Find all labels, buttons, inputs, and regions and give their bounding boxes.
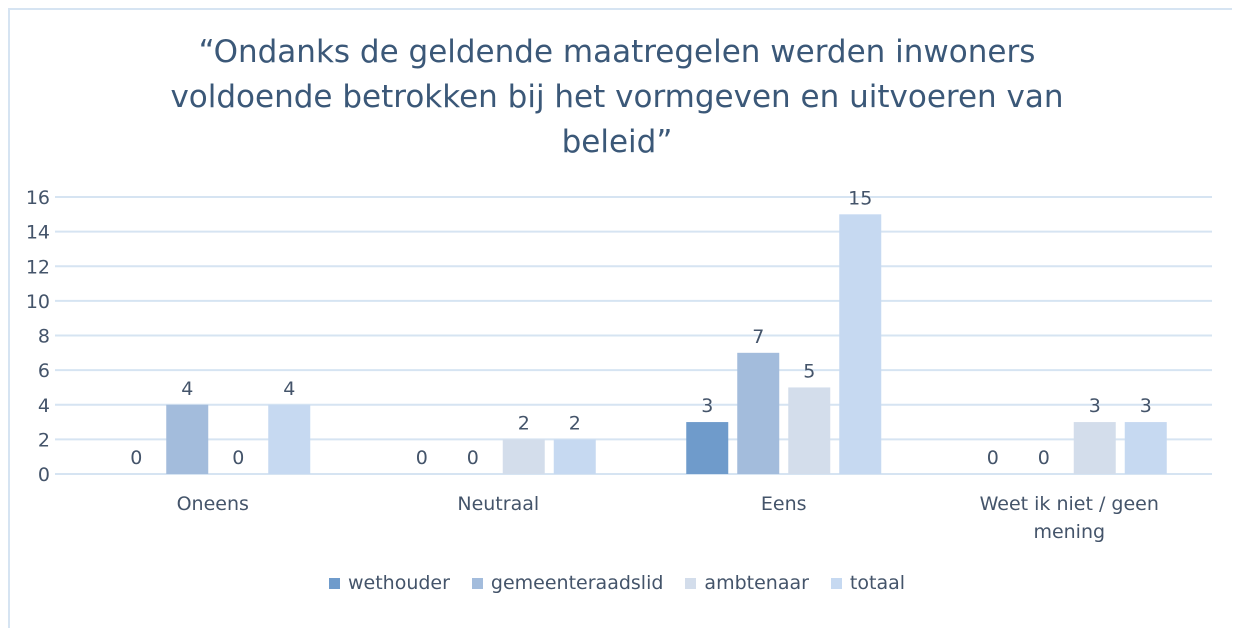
data-label: 4 bbox=[181, 378, 193, 400]
data-label: 0 bbox=[987, 447, 999, 469]
legend-item: ambtenaar bbox=[685, 572, 809, 594]
y-tick-label: 0 bbox=[38, 464, 50, 486]
chart-frame bbox=[8, 8, 1232, 628]
legend-swatch bbox=[685, 577, 697, 589]
data-label: 3 bbox=[1140, 395, 1152, 417]
data-label: 0 bbox=[232, 447, 244, 469]
y-tick-label: 14 bbox=[26, 222, 50, 244]
bar bbox=[268, 404, 311, 474]
data-label: 4 bbox=[283, 378, 295, 400]
bar bbox=[839, 214, 882, 474]
bar bbox=[166, 404, 209, 474]
y-tick-label: 6 bbox=[38, 360, 50, 382]
legend-item: gemeenteraadslid bbox=[471, 572, 664, 594]
legend: wethouder gemeenteraadslid ambtenaar totaal bbox=[0, 572, 1234, 594]
data-label: 5 bbox=[803, 360, 815, 382]
legend-label: totaal bbox=[849, 572, 906, 594]
legend-swatch bbox=[328, 577, 340, 589]
chart-title: “Ondanks de geldende maatregelen werden … bbox=[170, 34, 1064, 160]
legend-item: wethouder bbox=[328, 572, 450, 594]
data-label: 2 bbox=[518, 412, 530, 434]
legend-item: totaal bbox=[830, 572, 906, 594]
data-label: 0 bbox=[1038, 447, 1050, 469]
bar bbox=[502, 439, 545, 474]
data-label: 7 bbox=[752, 326, 764, 348]
x-tick-label: Eens bbox=[760, 493, 807, 515]
data-label: 0 bbox=[467, 447, 479, 469]
bar bbox=[737, 352, 780, 474]
legend-swatch bbox=[830, 577, 842, 589]
y-tick-label: 12 bbox=[26, 256, 50, 278]
y-tick-label: 10 bbox=[26, 291, 50, 313]
bar bbox=[686, 422, 729, 474]
y-tick-label: 8 bbox=[38, 326, 50, 348]
bar bbox=[788, 387, 831, 474]
x-tick-label: Weet ik niet / geen mening bbox=[979, 493, 1159, 543]
data-label: 3 bbox=[1089, 395, 1101, 417]
y-tick-label: 4 bbox=[38, 395, 50, 417]
data-label: 0 bbox=[130, 447, 142, 469]
legend-label: gemeenteraadslid bbox=[490, 572, 664, 594]
data-label: 3 bbox=[701, 395, 713, 417]
bar bbox=[1124, 422, 1167, 474]
x-tick-label: Oneens bbox=[176, 493, 249, 515]
y-tick-label: 16 bbox=[26, 187, 50, 209]
x-tick-label: Neutraal bbox=[457, 493, 540, 515]
bar bbox=[1073, 422, 1116, 474]
data-label: 0 bbox=[416, 447, 428, 469]
data-label: 2 bbox=[569, 412, 581, 434]
legend-label: wethouder bbox=[347, 572, 450, 594]
data-label: 15 bbox=[848, 187, 872, 209]
y-tick-label: 2 bbox=[38, 429, 50, 451]
legend-swatch bbox=[471, 577, 483, 589]
legend-label: ambtenaar bbox=[704, 572, 809, 594]
bar bbox=[553, 439, 596, 474]
